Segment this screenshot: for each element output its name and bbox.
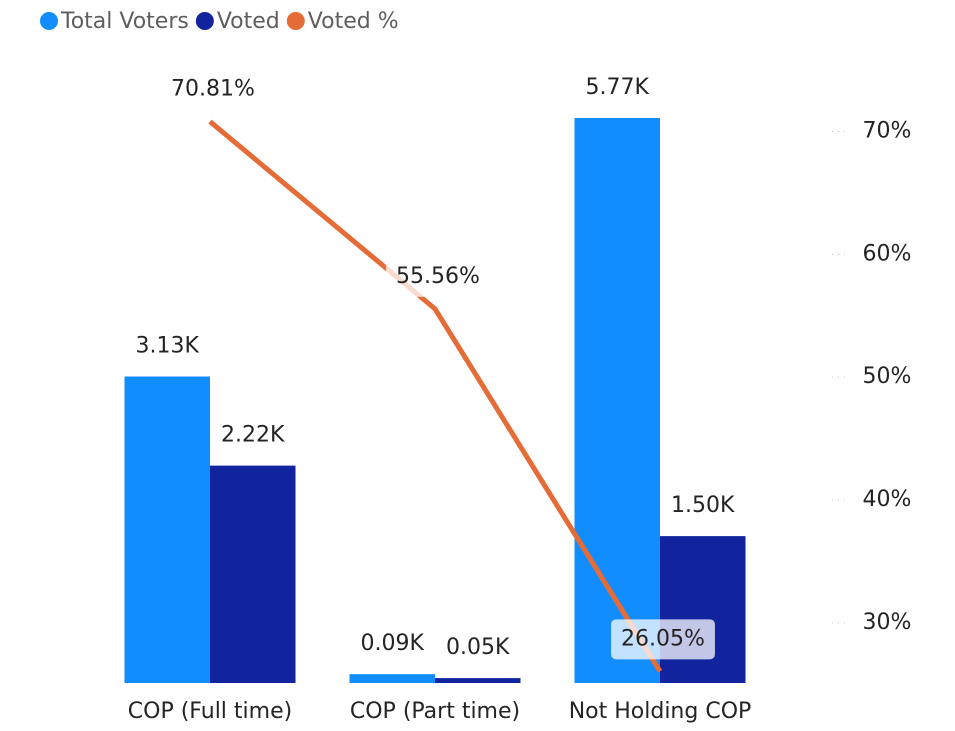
y2-tick-label: 50% [863, 364, 912, 389]
bar [660, 536, 746, 683]
data-label: 5.77K [586, 75, 650, 100]
label-bg [386, 256, 490, 297]
x-tick-label: COP (Full time) [128, 699, 292, 724]
x-tick-label: Not Holding COP [569, 699, 752, 724]
line [208, 119, 663, 673]
data-label: 2.22K [221, 423, 285, 448]
legend-label: Voted [217, 9, 280, 34]
legend-label: Total Voters [60, 9, 189, 34]
y2-tick-label: 30% [863, 610, 912, 635]
bar [574, 118, 660, 683]
x-tick-label: COP (Part time) [350, 699, 520, 724]
data-label: 26.05% [621, 626, 705, 651]
data-label: 70.81% [171, 77, 255, 102]
legend: Total Voters Voted Voted % [40, 9, 399, 34]
data-label: 0.05K [446, 635, 510, 660]
bar [435, 678, 521, 683]
label-bg [661, 486, 745, 527]
label-bg [211, 415, 295, 456]
bar [124, 376, 210, 683]
bar [349, 674, 435, 683]
label-bg [161, 69, 265, 110]
data-label: 1.50K [671, 493, 735, 518]
label-bg [611, 619, 715, 660]
legend-marker [195, 12, 214, 30]
bar [210, 465, 296, 683]
legend-marker [286, 12, 305, 30]
legend-marker [40, 12, 58, 30]
data-label: 3.13K [136, 334, 200, 359]
data-label: 55.56% [396, 264, 480, 289]
y2-tick-label: 60% [863, 241, 912, 266]
label-bg [436, 628, 520, 669]
data-label: 0.09K [361, 631, 425, 656]
legend-label: Voted % [308, 9, 399, 34]
y2-tick-label: 70% [863, 119, 912, 144]
y2-tick-label: 40% [863, 487, 912, 512]
